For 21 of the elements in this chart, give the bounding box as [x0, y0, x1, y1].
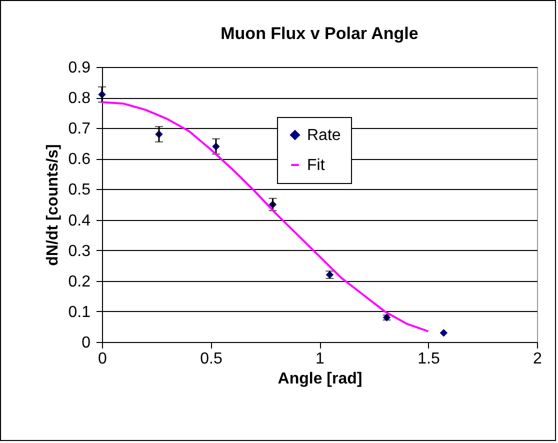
y-axis-title: dN/dt [counts/s] — [44, 144, 62, 266]
x-tick-label: 1.5 — [418, 350, 440, 368]
x-tick-label: 1 — [316, 350, 325, 368]
y-tick-label: 0.2 — [68, 273, 91, 290]
y-tick-label: 0 — [82, 334, 91, 352]
legend-label: Fit — [307, 157, 326, 174]
y-tick-label: 0.1 — [68, 304, 91, 321]
y-tick-label: 0.7 — [68, 120, 91, 138]
point — [440, 328, 448, 337]
y-tick-label: 0.6 — [68, 151, 91, 168]
legend-label: Rate — [307, 127, 341, 144]
y-tick-label: 0.9 — [68, 60, 91, 76]
chart-title: Muon Flux v Polar Angle — [220, 24, 418, 43]
y-tick-label: 0.3 — [68, 242, 91, 260]
y-tick-label: 0.4 — [68, 212, 91, 230]
x-axis-title: Angle [rad] — [278, 370, 362, 388]
y-tick-label: 0.5 — [68, 182, 91, 199]
x-tick-label: 2 — [533, 350, 542, 368]
y-tick-label: 0.8 — [68, 90, 91, 108]
x-tick-label: 0 — [98, 350, 108, 368]
x-tick-label: 0.5 — [200, 350, 222, 368]
